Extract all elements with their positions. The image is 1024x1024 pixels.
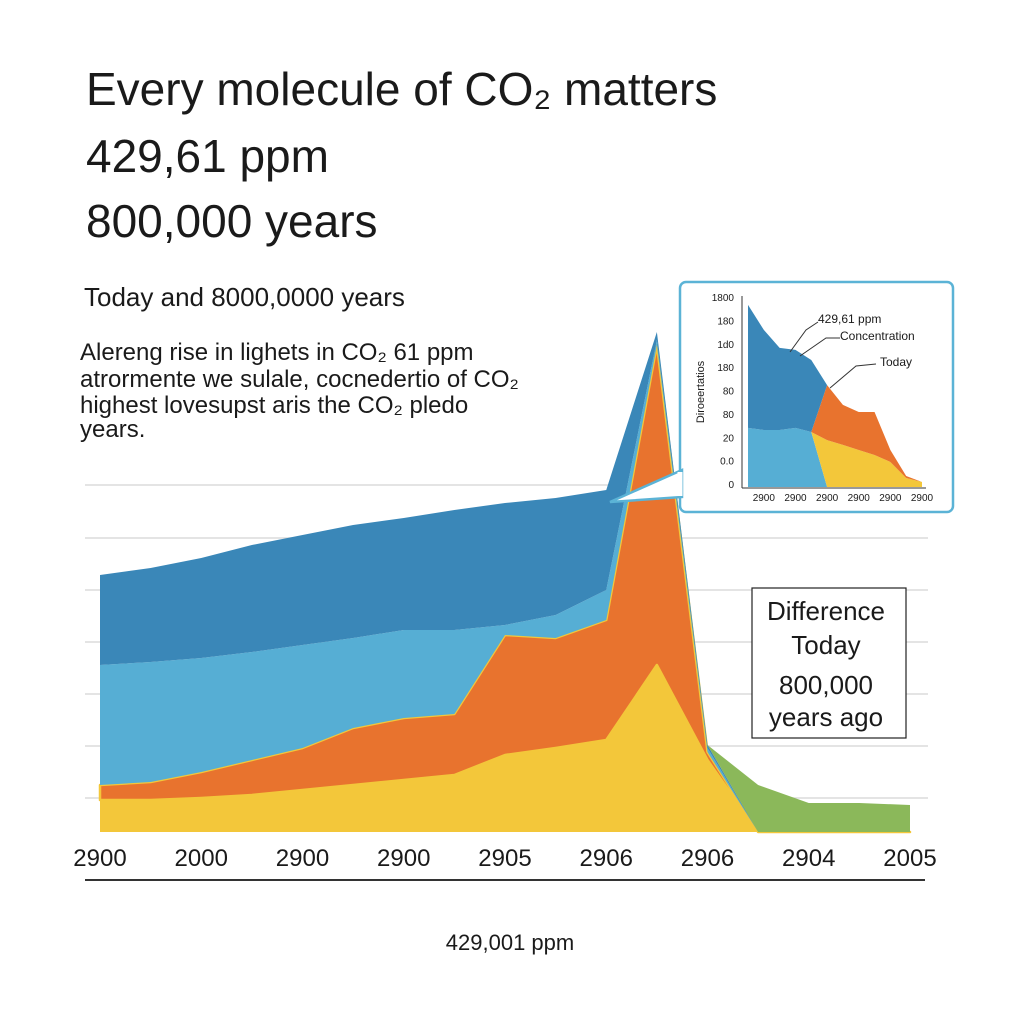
area-layer — [748, 427, 922, 487]
description-line: atrormente we sulale, cocnedertio of CO₂ — [80, 366, 519, 393]
area-layer — [748, 304, 922, 482]
x-tick-label: 2906 — [681, 845, 734, 872]
annotation-line: Difference — [767, 596, 885, 626]
y-axis-label: 80 — [723, 410, 735, 421]
x-tick-label: 2900 — [784, 493, 807, 504]
leader-line — [789, 321, 819, 353]
x-tick-label: 2900 — [753, 493, 776, 504]
headline: 429,61 ppm — [86, 130, 329, 182]
annotation-line: 800,000 — [779, 670, 873, 700]
inset-annotation: 429,61 ppm — [818, 312, 881, 326]
x-tick-label: 2005 — [883, 845, 936, 872]
x-tick-label: 2900 — [816, 493, 839, 504]
annotation-line: Today — [791, 630, 860, 660]
x-tick-label: 2906 — [580, 845, 633, 872]
inset-annotation: Today — [880, 355, 912, 369]
area-layer — [100, 340, 910, 832]
x-tick-label: 2000 — [175, 845, 228, 872]
y-axis-label: 80 — [723, 387, 735, 398]
y-axis-label: 1d0 — [717, 340, 734, 351]
headline: 800,000 years — [86, 195, 378, 247]
x-tick-label: 2900 — [879, 493, 902, 504]
x-axis-labels: 2900 2000 2900 2900 2905 2906 2906 2904 2005 — [73, 845, 936, 872]
inset-plot — [748, 304, 922, 487]
leader-line — [799, 337, 840, 357]
description-line: highest lovesupst aris the CO₂ pledo — [80, 392, 468, 419]
x-tick-label: 2900 — [848, 493, 871, 504]
description-line: Alereng rise in lighets in CO₂ 61 ppm — [80, 339, 474, 366]
x-tick-label: 2900 — [911, 493, 934, 504]
x-tick-label: 2905 — [478, 845, 531, 872]
y-axis-label: 0 — [728, 480, 734, 491]
x-tick-label: 2900 — [73, 845, 126, 872]
x-tick-label: 2904 — [782, 845, 835, 872]
footer: 429,001 ppm — [446, 930, 574, 955]
title: Every molecule of CO₂ matters — [86, 63, 717, 115]
y-axis-label: 1800 — [712, 293, 735, 304]
area-layer — [100, 332, 910, 832]
y-axis-label: 20 — [723, 433, 735, 444]
heading: Today and 8000,0000 years — [84, 282, 405, 312]
inset-y-label: Diroeertatios — [695, 360, 707, 423]
x-tick-label: 2900 — [276, 845, 329, 872]
description-line: years. — [80, 416, 145, 443]
x-tick-label: 2900 — [377, 845, 430, 872]
y-axis-label: 0.0 — [720, 457, 734, 468]
annotation-line: years ago — [769, 702, 883, 732]
annotation-box — [751, 587, 907, 739]
y-axis-label: 180 — [717, 316, 734, 327]
area-layer — [748, 427, 922, 487]
inset-annotation: Concentration — [840, 329, 915, 343]
leader-line — [829, 363, 877, 389]
main-plot — [98, 332, 912, 834]
area-layer — [748, 385, 922, 482]
inset-labels: 2900 2900 2900 2900 2900 2900 1800 180 1d0 180 80 8… — [712, 293, 934, 504]
y-axis-label: 180 — [717, 363, 734, 374]
